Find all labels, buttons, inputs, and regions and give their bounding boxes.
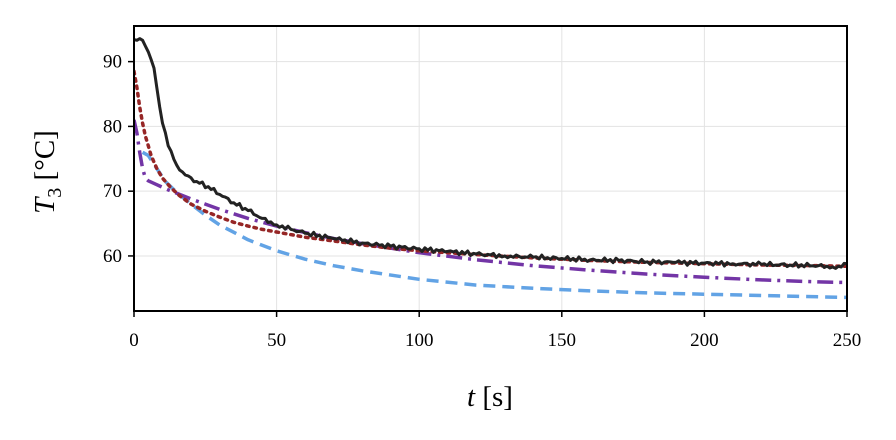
x-tick-label: 200 [690,330,719,351]
y-tick-label: 90 [103,52,122,73]
x-tick-label: 250 [833,330,862,351]
x-axis-title: t [s] [467,381,513,413]
x-tick-label: 50 [267,330,286,351]
y-tick-label: 80 [103,116,122,137]
x-tick-label: 150 [548,330,577,351]
y-axis-subscript: 3 [44,188,66,198]
y-axis-unit: [°C] [29,130,61,180]
x-axis: 0 50 100 150 200 250 [129,311,861,351]
grid [133,26,848,311]
x-axis-unit: [s] [482,381,513,413]
y-axis-unit-gap [29,180,61,187]
x-axis-space [475,381,482,413]
y-axis: 60 70 80 90 [103,52,134,267]
x-tick-label: 100 [405,330,434,351]
x-axis-symbol: t [467,381,476,413]
y-tick-label: 70 [103,181,122,202]
y-axis-symbol: T [29,196,61,214]
y-tick-label: 60 [103,246,122,267]
plot-lines [134,37,847,300]
series-line-1 [134,37,847,270]
y-axis-title: T3 [°C] [29,130,66,214]
plot-frame [133,25,848,312]
x-tick-label: 0 [129,330,139,351]
